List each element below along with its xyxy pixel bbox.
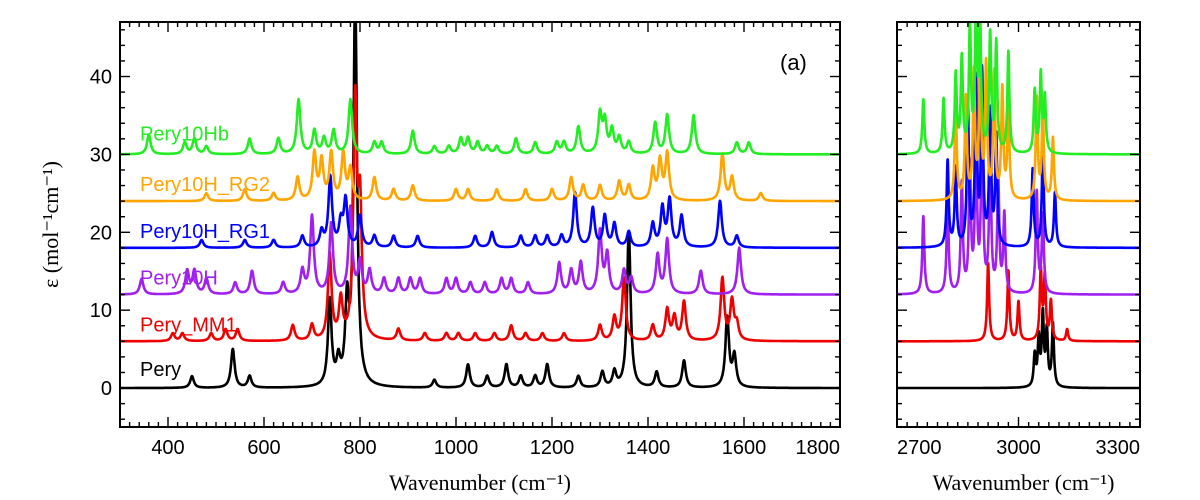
x-tick-label: 3300: [1096, 437, 1141, 459]
series-line-pery: [120, 22, 840, 390]
left-plot-frame: [119, 21, 841, 428]
y-tick-label: 0: [101, 378, 112, 400]
x-tick-label: 600: [247, 437, 280, 459]
series-line-pery-mm1: [120, 83, 840, 343]
series-line-pery10h: [120, 204, 840, 296]
series-line-pery10h: [897, 110, 1140, 296]
right-plot-frame: [896, 21, 1141, 428]
y-tick-label: 30: [90, 144, 112, 166]
panel-label: (a): [780, 50, 807, 75]
series-line-pery10h-rg1: [120, 173, 840, 250]
x-tick-label: 1600: [722, 437, 767, 459]
series-labels: Pery Pery_MM1 Pery10H Pery10H_RG1 Pery10H_RG…: [140, 123, 270, 381]
right-spectra: [897, 22, 1140, 390]
series-line-pery10hb: [897, 22, 1140, 156]
series-label-pery10hb: Pery10Hb: [140, 123, 229, 145]
series-label-pery10h-rg1: Pery10H_RG1: [140, 221, 270, 243]
series-line-pery10h-rg1: [897, 63, 1140, 250]
y-axis-title: ε (mol⁻¹cm⁻¹): [38, 161, 63, 288]
left-x-axis-title: Wavenumber (cm⁻¹): [389, 470, 571, 495]
series-line-pery10h-rg2: [120, 148, 840, 203]
series-line-pery-mm1: [897, 261, 1140, 343]
right-panel: 2700 3000 3300 Wavenumber (cm⁻¹): [896, 21, 1141, 495]
series-line-pery10hb: [120, 97, 840, 156]
x-tick-label: 2700: [897, 437, 942, 459]
series-label-pery10h-rg2: Pery10H_RG2: [140, 174, 270, 196]
series-label-pery10h: Pery10H: [140, 268, 218, 290]
y-tick-label: 40: [90, 67, 112, 89]
x-tick-label: 1400: [626, 437, 671, 459]
series-line-pery10h-rg2: [897, 47, 1140, 203]
series-label-pery: Pery: [140, 359, 181, 381]
right-axes: 2700 3000 3300: [896, 22, 1141, 459]
left-axes: 0 10 20 30 40 400 600 800 1000 1200 1400 1600 1800: [90, 22, 841, 459]
right-x-axis-title: Wavenumber (cm⁻¹): [933, 470, 1115, 495]
series-label-pery-mm1: Pery_MM1: [140, 314, 237, 336]
left-spectra: [120, 22, 840, 390]
x-tick-label: 400: [151, 437, 184, 459]
left-panel: Pery Pery_MM1 Pery10H Pery10H_RG1 Pery10H_RG…: [90, 21, 841, 495]
x-tick-label: 800: [343, 437, 376, 459]
x-tick-label: 1800: [796, 437, 841, 459]
x-tick-label: 3000: [996, 437, 1041, 459]
series-line-pery: [897, 306, 1140, 390]
x-tick-label: 1000: [434, 437, 479, 459]
y-tick-label: 10: [90, 300, 112, 322]
x-tick-label: 1200: [530, 437, 575, 459]
y-tick-label: 20: [90, 222, 112, 244]
